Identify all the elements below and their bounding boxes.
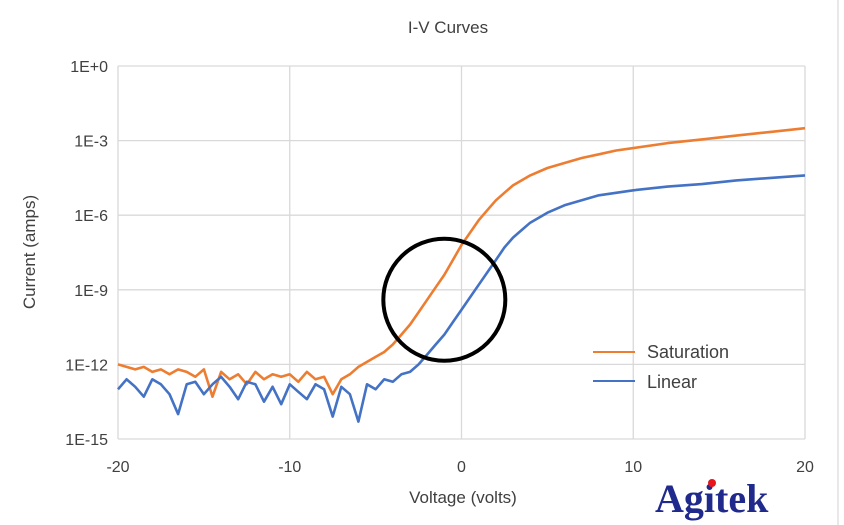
grid <box>117 65 806 440</box>
y-tick-label: 1E-3 <box>74 134 108 151</box>
agitek-logo: Agitek <box>655 476 769 521</box>
y-tick-label: 1E-9 <box>74 283 108 300</box>
legend: Saturation Linear <box>593 342 729 392</box>
y-tick-label: 1E-6 <box>74 208 108 225</box>
series-line-saturation <box>117 126 806 398</box>
y-tick-label: 1E+0 <box>70 59 108 76</box>
legend-label-linear: Linear <box>647 372 697 392</box>
logo-dot <box>708 479 716 487</box>
y-tick-label: 1E-15 <box>65 432 108 449</box>
x-tick-label: -10 <box>278 459 301 476</box>
y-axis-label: Current (amps) <box>20 195 39 309</box>
chart-title: I-V Curves <box>408 18 488 37</box>
series-line-linear <box>117 174 806 423</box>
legend-label-saturation: Saturation <box>647 342 729 362</box>
x-tick-label: 0 <box>457 459 466 476</box>
annotation-circle <box>381 236 508 363</box>
x-tick-label: 20 <box>796 459 814 476</box>
x-axis-label: Voltage (volts) <box>409 488 517 507</box>
x-tick-label: 10 <box>624 459 642 476</box>
y-tick-label: 1E-12 <box>65 357 108 374</box>
x-tick-label: -20 <box>106 459 129 476</box>
